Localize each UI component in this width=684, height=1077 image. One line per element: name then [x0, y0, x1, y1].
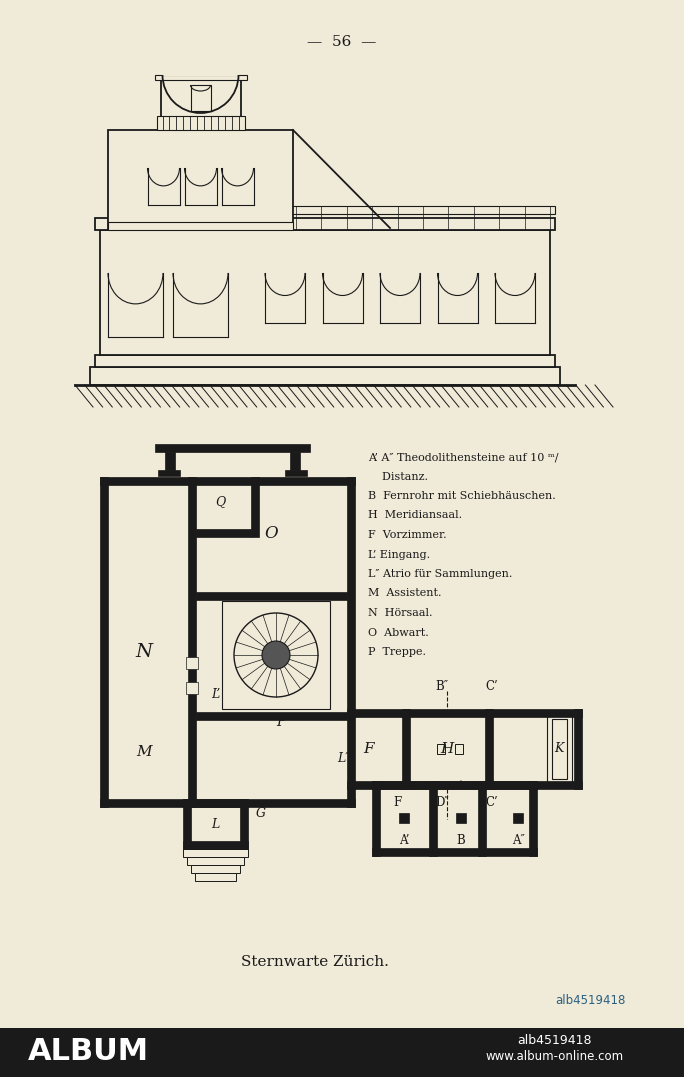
Bar — [100, 477, 108, 807]
Text: alb4519418: alb4519418 — [518, 1034, 592, 1047]
Text: M  Assistent.: M Assistent. — [368, 588, 441, 599]
Bar — [100, 799, 355, 807]
Text: C’: C’ — [486, 681, 499, 694]
Bar — [158, 470, 180, 476]
Text: A’: A’ — [399, 834, 409, 847]
Text: D″: D″ — [435, 797, 449, 810]
Bar — [478, 781, 486, 856]
Bar — [513, 813, 523, 823]
Bar — [290, 452, 300, 470]
Text: M: M — [136, 745, 152, 759]
Text: O: O — [264, 526, 278, 543]
Text: L″: L″ — [338, 753, 350, 766]
Bar — [95, 355, 555, 367]
Text: Sternwarte Zürich.: Sternwarte Zürich. — [241, 955, 389, 969]
Bar — [574, 709, 582, 789]
Bar — [372, 781, 537, 789]
Text: H: H — [440, 742, 453, 756]
Text: A’ A″ Theodolithensteine auf 10 ᵐ/: A’ A″ Theodolithensteine auf 10 ᵐ/ — [368, 452, 559, 462]
Text: ALBUM: ALBUM — [27, 1037, 148, 1066]
Text: L’ Eingang.: L’ Eingang. — [368, 549, 430, 559]
Bar — [157, 116, 244, 130]
Bar — [485, 709, 493, 789]
Bar — [108, 485, 347, 799]
Bar — [183, 849, 248, 857]
Bar — [456, 813, 466, 823]
Bar — [347, 781, 582, 789]
Bar — [196, 529, 251, 537]
Bar — [161, 80, 241, 130]
Text: F  Vorzimmer.: F Vorzimmer. — [368, 530, 447, 540]
Bar — [108, 130, 293, 230]
Bar — [191, 865, 240, 873]
Bar — [183, 799, 248, 807]
Bar — [285, 470, 307, 476]
Text: P: P — [276, 715, 286, 729]
Bar — [552, 719, 567, 779]
Text: alb4519418: alb4519418 — [555, 993, 625, 1007]
Bar — [188, 477, 196, 807]
Bar — [355, 717, 574, 781]
Bar — [402, 709, 410, 789]
Bar — [529, 781, 537, 856]
Bar — [547, 714, 572, 784]
Bar — [191, 85, 211, 111]
Text: F: F — [393, 797, 401, 810]
Bar — [196, 712, 347, 721]
Bar — [222, 601, 330, 709]
Text: F: F — [364, 742, 374, 756]
Text: A″: A″ — [512, 834, 525, 847]
Bar — [372, 848, 537, 856]
Text: K: K — [554, 742, 564, 755]
Bar — [187, 857, 244, 865]
Bar — [399, 813, 409, 823]
Text: B  Fernrohr mit Schiebhäuschen.: B Fernrohr mit Schiebhäuschen. — [368, 491, 555, 501]
Text: H  Meridiansaal.: H Meridiansaal. — [368, 510, 462, 520]
Bar — [380, 789, 529, 848]
Bar — [195, 873, 236, 881]
Bar — [155, 75, 246, 80]
Bar — [429, 781, 437, 856]
Text: L’: L’ — [211, 687, 221, 700]
Text: B: B — [457, 834, 465, 847]
Bar — [347, 709, 582, 717]
Text: L: L — [211, 817, 219, 830]
Bar — [372, 781, 380, 856]
Bar — [245, 206, 555, 214]
Text: L″ Atrio für Sammlungen.: L″ Atrio für Sammlungen. — [368, 569, 512, 579]
Bar — [347, 477, 355, 807]
Bar — [240, 799, 248, 849]
Bar — [183, 841, 248, 849]
Text: —  56  —: — 56 — — [307, 34, 377, 48]
Text: Distanz.: Distanz. — [368, 472, 428, 481]
Bar — [196, 592, 347, 600]
Bar — [100, 477, 355, 485]
Circle shape — [262, 641, 290, 669]
Bar — [108, 222, 293, 230]
Bar — [95, 218, 555, 230]
Text: G: G — [256, 807, 266, 820]
Text: B″: B″ — [436, 681, 449, 694]
Text: P  Treppe.: P Treppe. — [368, 647, 426, 657]
Bar — [100, 230, 550, 355]
Text: N  Hörsaal.: N Hörsaal. — [368, 609, 432, 618]
Text: N: N — [135, 643, 153, 661]
Bar — [186, 682, 198, 694]
Text: Q: Q — [215, 495, 225, 508]
Bar — [0, 1029, 684, 1077]
Bar — [186, 657, 198, 669]
Text: C’: C’ — [486, 797, 499, 810]
Bar — [455, 744, 463, 754]
Text: www.album-online.com: www.album-online.com — [486, 1050, 624, 1063]
Bar — [155, 444, 310, 452]
Bar — [437, 744, 445, 754]
Bar — [251, 477, 259, 537]
Bar — [183, 799, 191, 849]
Polygon shape — [163, 37, 239, 75]
Text: O  Abwart.: O Abwart. — [368, 628, 429, 638]
Bar — [165, 452, 175, 470]
Bar — [90, 367, 560, 384]
